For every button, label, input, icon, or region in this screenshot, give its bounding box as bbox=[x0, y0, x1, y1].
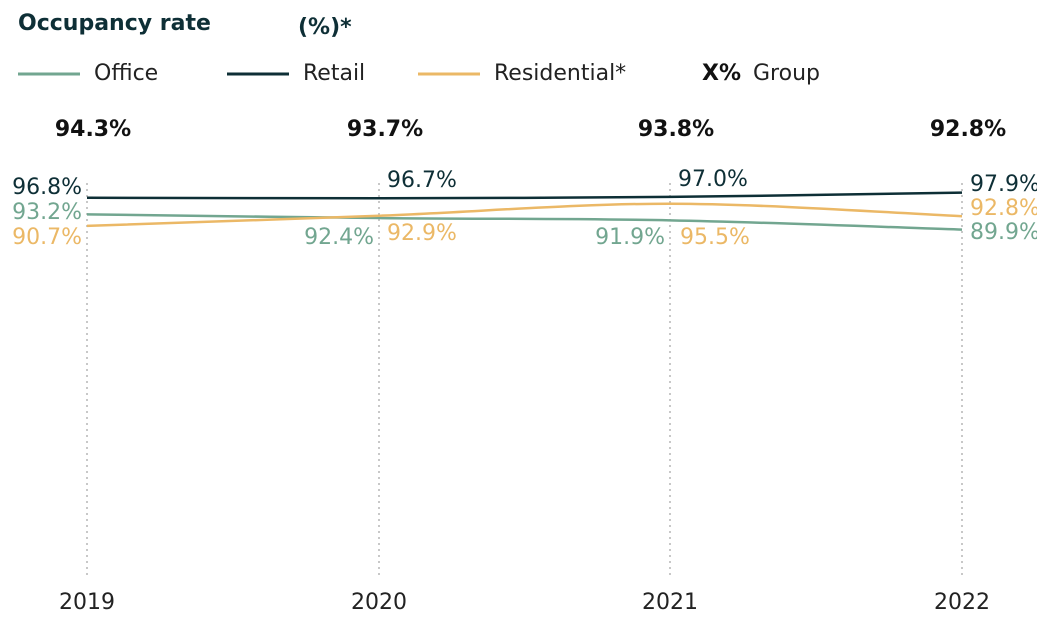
x-tick-label: 2020 bbox=[351, 590, 407, 615]
legend-label: Retail bbox=[303, 61, 365, 86]
series-line bbox=[86, 213, 963, 231]
data-label: 97.9% bbox=[970, 172, 1037, 197]
group-value-label: 94.3% bbox=[55, 117, 131, 142]
data-label: 93.2% bbox=[12, 200, 82, 225]
data-label: 89.9% bbox=[970, 220, 1037, 245]
chart-subtitle: (%)* bbox=[298, 15, 352, 40]
data-label: 92.8% bbox=[970, 196, 1037, 221]
data-label: 97.0% bbox=[678, 167, 748, 192]
data-label: 92.9% bbox=[387, 221, 457, 246]
chart-title: Occupancy rate bbox=[18, 11, 211, 36]
legend-label: Residential* bbox=[494, 61, 626, 86]
series-line bbox=[86, 202, 963, 228]
legend-label: Office bbox=[94, 61, 158, 86]
data-label: 96.8% bbox=[12, 175, 82, 200]
group-value-label: 93.8% bbox=[638, 117, 714, 142]
group-legend: Group bbox=[753, 61, 820, 86]
data-label: 90.7% bbox=[12, 225, 82, 250]
x-tick-label: 2022 bbox=[934, 590, 990, 615]
data-label: 92.4% bbox=[304, 225, 374, 250]
group-value-label: 92.8% bbox=[930, 117, 1006, 142]
series-line bbox=[86, 191, 963, 200]
x-tick-label: 2019 bbox=[59, 590, 115, 615]
x-tick-label: 2021 bbox=[642, 590, 698, 615]
data-label: 91.9% bbox=[595, 225, 665, 250]
data-label: 96.7% bbox=[387, 168, 457, 193]
data-label: 95.5% bbox=[680, 225, 750, 250]
group-value-label: 93.7% bbox=[347, 117, 423, 142]
group-marker: X% bbox=[702, 61, 741, 86]
